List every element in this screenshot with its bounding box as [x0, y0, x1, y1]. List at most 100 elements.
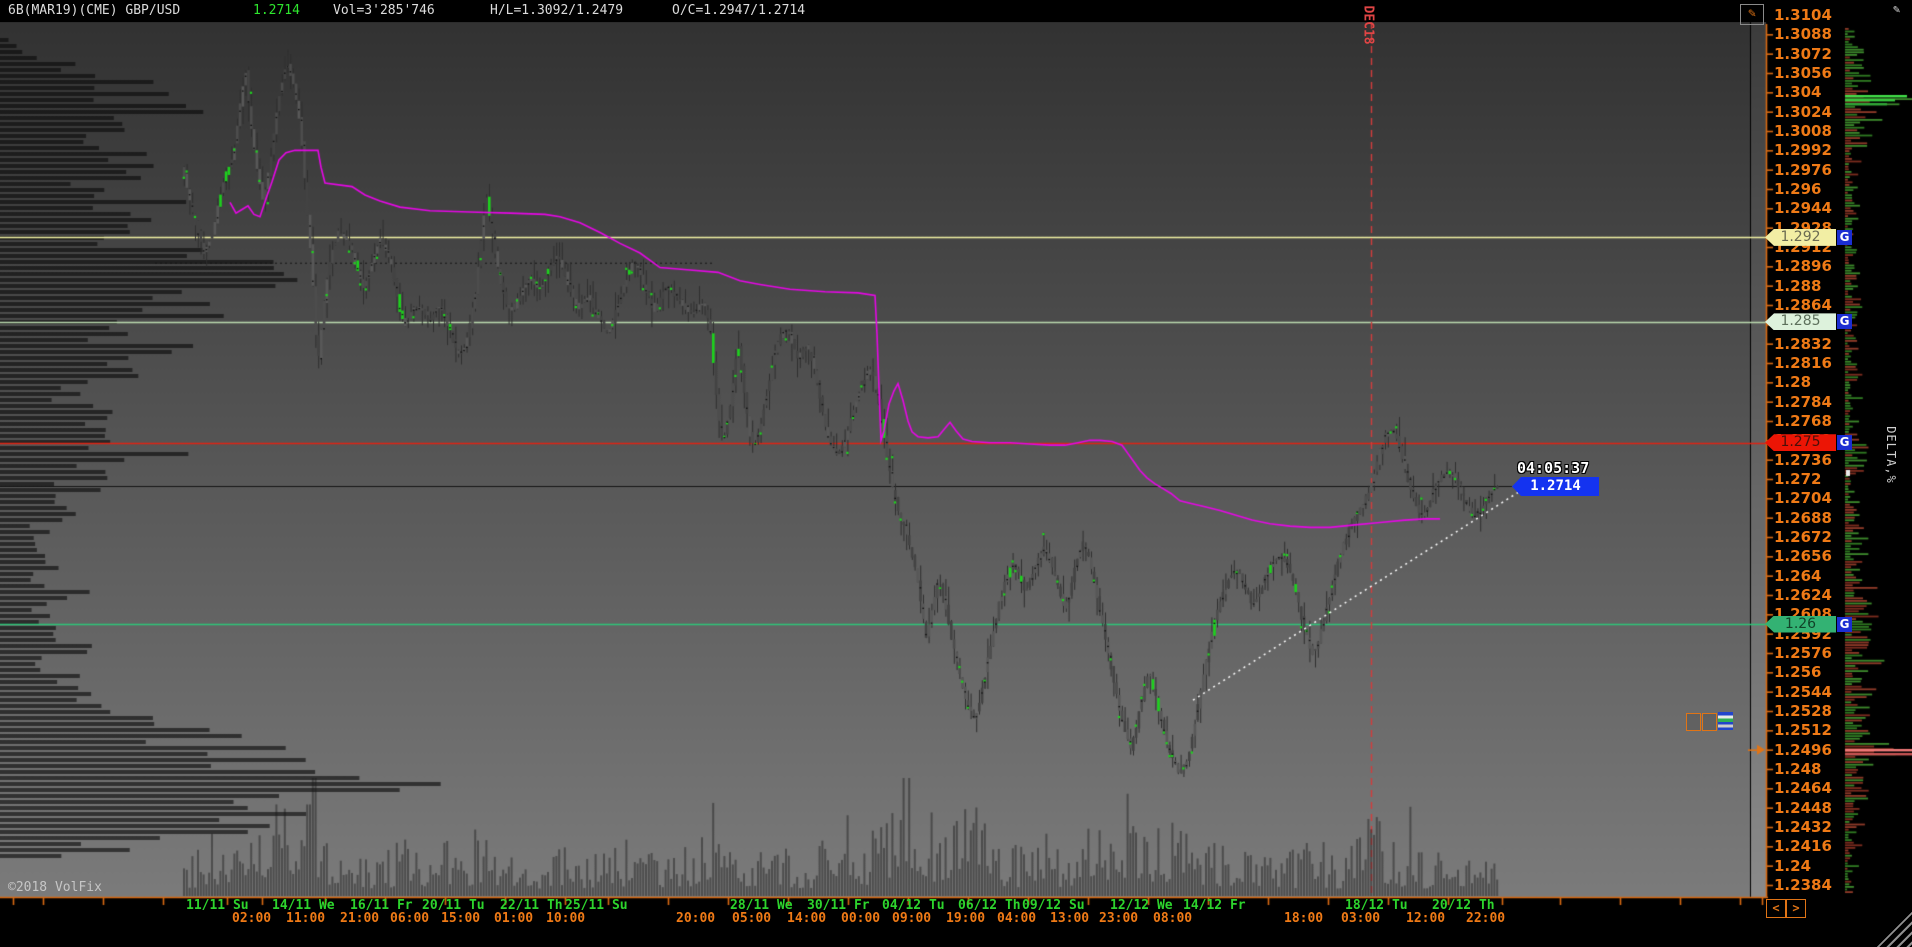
price-axis-label: 1.2736 [1774, 450, 1832, 469]
price-axis-label: 1.2512 [1774, 721, 1832, 740]
contract-rollover-label: DEC18 [1360, 5, 1376, 45]
scroll-left-button[interactable]: < [1766, 899, 1786, 918]
level-group-badge[interactable]: G [1837, 616, 1852, 632]
price-axis-label: 1.3104 [1774, 6, 1832, 24]
price-axis-label: 1.2864 [1774, 296, 1832, 314]
price-axis-label: 1.264 [1774, 566, 1822, 585]
date-axis-label: 04/12 Tu [882, 898, 945, 913]
price-axis-label: 1.2544 [1774, 682, 1832, 701]
time-axis-label: 22:00 [1466, 911, 1506, 926]
delta-percent-axis-label: DELTA,% [1883, 426, 1898, 484]
price-axis-label: 1.2496 [1774, 740, 1832, 759]
time-axis-label: 14:00 [787, 911, 827, 926]
time-axis-label: 06:00 [390, 911, 430, 926]
price-axis-label: 1.2992 [1774, 141, 1832, 160]
time-axis-label: 15:00 [441, 911, 481, 926]
volfix-watermark: ©2018 VolFix [8, 880, 102, 895]
price-axis-label: 1.296 [1774, 180, 1822, 198]
last-trade-time: 04:05:37 [1517, 459, 1590, 477]
mini-depth-icon[interactable] [1718, 712, 1733, 730]
price-axis-label: 1.2896 [1774, 257, 1832, 276]
price-axis-label: 1.2464 [1774, 779, 1832, 798]
time-axis-label: 12:00 [1406, 911, 1446, 926]
time-axis-label: 02:00 [232, 911, 272, 926]
price-axis-label: 1.2656 [1774, 547, 1832, 566]
time-axis-label: 23:00 [1099, 911, 1139, 926]
price-level-tag-1.292[interactable]: 1.292 [1765, 228, 1836, 246]
price-axis-label: 1.2976 [1774, 160, 1832, 179]
symbol-label[interactable]: 6B(MAR19)(CME) GBP/USD [8, 3, 181, 18]
time-axis-label: 18:00 [1284, 911, 1324, 926]
date-axis-label: 06/12 Th [958, 898, 1021, 913]
time-axis-label: 19:00 [946, 911, 986, 926]
date-axis-label: 16/11 Fr [350, 898, 413, 913]
window-edit-icon[interactable]: ✎ [1893, 2, 1901, 16]
price-axis-label: 1.288 [1774, 276, 1822, 295]
price-axis-label: 1.2672 [1774, 528, 1832, 546]
date-axis-label: 14/12 Fr [1183, 898, 1246, 913]
date-axis-label: 12/12 We [1110, 898, 1173, 913]
price-axis-label: 1.2384 [1774, 876, 1832, 894]
time-axis-label: 05:00 [732, 911, 772, 926]
price-axis-label: 1.2688 [1774, 508, 1832, 527]
open-close-label: O/C=1.2947/1.2714 [672, 3, 806, 18]
price-axis-label: 1.2576 [1774, 644, 1832, 662]
level-group-badge[interactable]: G [1837, 314, 1852, 330]
price-axis-label: 1.272 [1774, 470, 1822, 488]
mini-tool-box-2[interactable] [1702, 713, 1717, 731]
price-axis-label: 1.3056 [1774, 64, 1832, 82]
price-level-tag-1.285[interactable]: 1.285 [1765, 313, 1836, 331]
level-group-badge[interactable]: G [1837, 435, 1852, 451]
high-low-label: H/L=1.3092/1.2479 [490, 3, 624, 18]
price-axis-label: 1.2416 [1774, 837, 1832, 856]
price-axis-label: 1.3024 [1774, 102, 1832, 121]
date-axis-label: 14/11 We [272, 898, 335, 913]
time-axis-label: 09:00 [892, 911, 932, 926]
price-axis-label: 1.2768 [1774, 412, 1832, 430]
date-axis-label: 22/11 Th [500, 898, 563, 913]
price-axis-label: 1.3088 [1774, 25, 1832, 44]
mini-tool-box-1[interactable] [1686, 713, 1701, 731]
price-axis-label: 1.256 [1774, 663, 1822, 682]
time-axis-label: 13:00 [1050, 911, 1090, 926]
current-price-tag[interactable]: 1.2714 [1512, 477, 1599, 496]
date-axis-label: 20/11 Tu [422, 898, 485, 913]
volume-label: Vol=3'285'746 [333, 3, 435, 18]
time-axis-label: 01:00 [494, 911, 534, 926]
draw-tool-pencil-icon[interactable]: ✎ [1740, 4, 1764, 25]
price-axis-label: 1.3008 [1774, 122, 1832, 140]
time-axis-label: 04:00 [997, 911, 1037, 926]
price-axis-label: 1.3072 [1774, 44, 1832, 63]
scroll-right-button[interactable]: > [1786, 899, 1806, 918]
time-axis-label: 08:00 [1153, 911, 1193, 926]
price-axis-label: 1.2624 [1774, 586, 1832, 604]
time-axis-label: 03:00 [1341, 911, 1381, 926]
price-axis-label: 1.2816 [1774, 354, 1832, 372]
price-axis-label: 1.2784 [1774, 392, 1832, 411]
date-axis-label: 18/12 Tu [1345, 898, 1408, 913]
price-axis-label: 1.28 [1774, 373, 1812, 392]
time-axis-label: 20:00 [676, 911, 716, 926]
date-axis-label: 09/12 Su [1022, 898, 1085, 913]
price-axis-label: 1.2432 [1774, 818, 1832, 836]
price-axis-label: 1.24 [1774, 856, 1812, 875]
price-axis-label: 1.2448 [1774, 798, 1832, 817]
time-axis-label: 11:00 [286, 911, 326, 926]
price-axis-label: 1.2704 [1774, 489, 1832, 508]
instrument-info-bar: 6B(MAR19)(CME) GBP/USD 1.2714 Vol=3'285'… [0, 0, 1912, 22]
date-axis-label: 28/11 We [730, 898, 793, 913]
level-group-badge[interactable]: G [1837, 229, 1852, 245]
last-price-label: 1.2714 [253, 3, 300, 18]
date-axis-label: 30/11 Fr [807, 898, 870, 913]
price-axis-label: 1.2944 [1774, 199, 1832, 218]
price-level-tag-1.26[interactable]: 1.26 [1765, 615, 1836, 633]
time-axis-label: 00:00 [841, 911, 881, 926]
price-axis-label: 1.304 [1774, 83, 1822, 102]
price-axis-label: 1.2832 [1774, 334, 1832, 353]
price-level-tag-1.275[interactable]: 1.275 [1765, 434, 1836, 452]
date-axis-label: 20/12 Th [1432, 898, 1495, 913]
time-axis-label: 10:00 [546, 911, 586, 926]
time-axis-label: 21:00 [340, 911, 380, 926]
